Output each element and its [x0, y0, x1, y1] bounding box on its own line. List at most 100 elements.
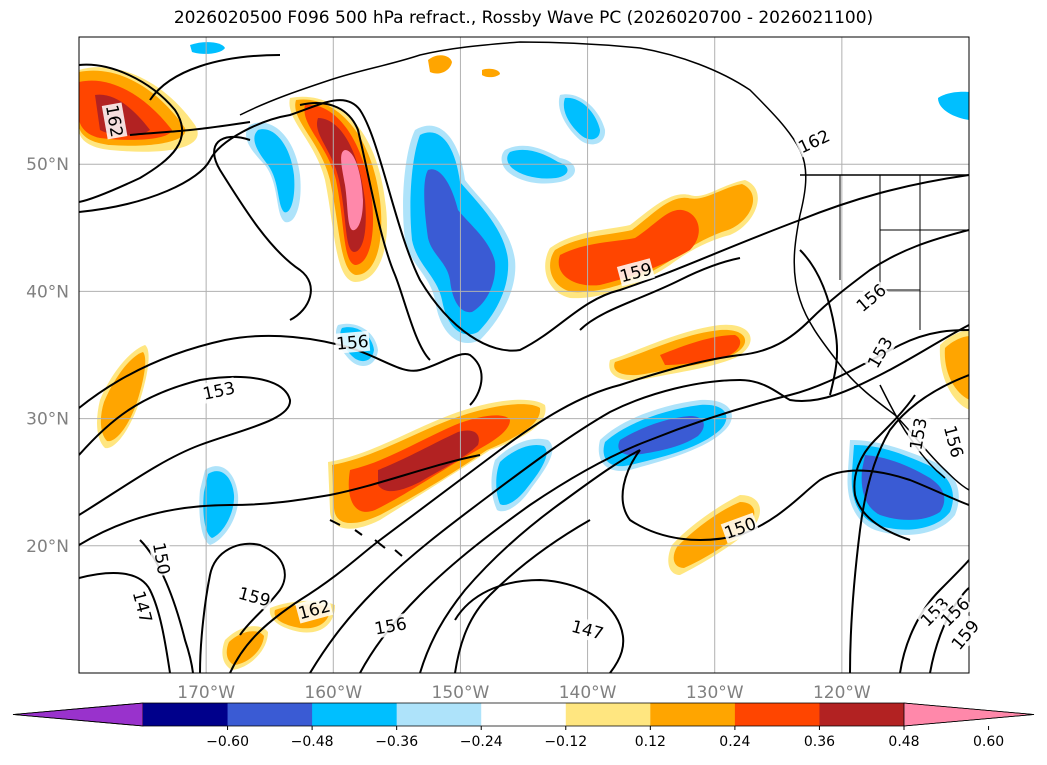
colorbar-tick-label: −0.12 [544, 734, 587, 750]
contour-label-bg [720, 512, 760, 544]
contour-line [229, 229, 969, 673]
lat-tick-label: 50°N [26, 155, 69, 175]
contour-line [213, 135, 312, 321]
axis-labels: 20°N 30°N 40°N 50°N 170°W 160°W 150°W 140°W 130°… [26, 155, 871, 703]
map-title: 2026020500 F096 500 hPa refract., Rossby… [173, 8, 874, 28]
colorbar-segment [312, 703, 398, 726]
lat-tick-label: 20°N [26, 537, 69, 557]
shade-blob [482, 68, 500, 78]
colorbar-segment [734, 703, 820, 726]
contour-line [799, 249, 839, 396]
colorbar-segment [143, 703, 229, 726]
shade-blob [563, 97, 600, 140]
contour-label-bg [851, 279, 891, 317]
colorbar-tick-label: 0.60 [973, 734, 1004, 750]
coastline [129, 41, 969, 557]
colorbar-tick-label: 0.12 [635, 734, 666, 750]
colorbar-min-extend [12, 702, 144, 727]
lon-tick-label: 140°W [559, 683, 617, 703]
lon-tick-label: 170°W [177, 683, 235, 703]
contour-label-bg [568, 615, 607, 644]
colorbar-tick-label: −0.36 [375, 734, 418, 750]
contour-line [79, 454, 481, 546]
contour-label-group: 162 [101, 102, 128, 140]
contour-label-bg [101, 102, 128, 140]
contour-line [899, 559, 969, 673]
contour-label-bg [939, 422, 968, 461]
colorbar-tick-label: −0.60 [206, 734, 249, 750]
contour-label-bg [334, 330, 371, 354]
coastline-alaska [239, 41, 807, 216]
shade-blob [424, 169, 496, 313]
contour-line [309, 324, 969, 673]
shade-blob [861, 455, 945, 520]
shade-blob [190, 42, 225, 54]
map-frame [78, 36, 970, 674]
state-border [839, 175, 969, 330]
colorbar-segment [227, 703, 313, 726]
contour-line [299, 102, 431, 361]
contour-line [454, 578, 625, 673]
contour-label-bg [946, 615, 984, 655]
colorbar-segment [565, 703, 651, 726]
contour-label-group: 156 [334, 330, 371, 355]
lat-tick-label: 30°N [26, 410, 69, 430]
aleutian-islands [129, 121, 251, 136]
contour-line [853, 394, 916, 541]
colorbar-segment [819, 703, 905, 726]
shade-blob [254, 129, 295, 213]
contour-label-bg [862, 332, 898, 373]
contour-label-bg [616, 258, 655, 287]
colorbar-segment [396, 703, 482, 726]
map-background [79, 37, 969, 673]
shade-blob [938, 91, 969, 120]
lon-tick-label: 160°W [304, 683, 362, 703]
contour-label-group: 162 [794, 125, 834, 158]
contour-label-bg [794, 125, 834, 158]
contour-label-bg [148, 540, 175, 577]
contour-label: 156 [335, 332, 369, 355]
shade-blob [496, 444, 547, 506]
shade-blob [428, 55, 452, 74]
contour-line [579, 257, 741, 331]
contour-label-bg [372, 613, 409, 639]
shade-blob [944, 336, 969, 400]
contour-line [79, 99, 969, 352]
colorbar-tick-label: −0.48 [291, 734, 334, 750]
lon-tick-label: 150°W [432, 683, 490, 703]
contour-label-bg [295, 595, 334, 624]
colorbar-max-extend [903, 702, 1035, 727]
shade-blob [341, 150, 363, 231]
contour-line [621, 449, 969, 541]
contour-label-group: 153 [200, 377, 238, 405]
contour-label-bg [235, 582, 274, 611]
contour-line [849, 374, 969, 673]
contour-line [79, 63, 184, 203]
colorbar-tick-label: 0.36 [804, 734, 835, 750]
contour-label-bg [915, 592, 954, 632]
contour-label-bg [128, 587, 157, 626]
contour-line [419, 449, 641, 673]
coastline-westcoast [793, 214, 969, 491]
colorbar-segment [481, 703, 567, 726]
colorbar-tick-label: 0.48 [888, 734, 919, 750]
contour-line [79, 375, 292, 516]
hawaii-islands [329, 519, 403, 557]
contour-label-group: 153 [905, 415, 932, 453]
contour-line [79, 572, 171, 673]
contour-label-bg [200, 377, 238, 404]
contour-label-bg [905, 415, 931, 453]
lat-tick-label: 40°N [26, 282, 69, 302]
contour-label-bg [935, 592, 975, 632]
colorbar: −0.60 −0.48 −0.36 −0.24 −0.12 0.12 0.24 0.36 0.4… [12, 702, 1035, 750]
colorbar-tick-label: −0.24 [460, 734, 503, 750]
map-area [79, 37, 969, 673]
contour-line [149, 54, 281, 101]
colorbar-outline [12, 702, 1035, 727]
shade-blob [673, 502, 755, 568]
refractivity-shading [79, 42, 969, 670]
shade-blob [558, 209, 699, 286]
lon-tick-label: 130°W [686, 683, 744, 703]
colorbar-tick-label: 0.24 [719, 734, 750, 750]
